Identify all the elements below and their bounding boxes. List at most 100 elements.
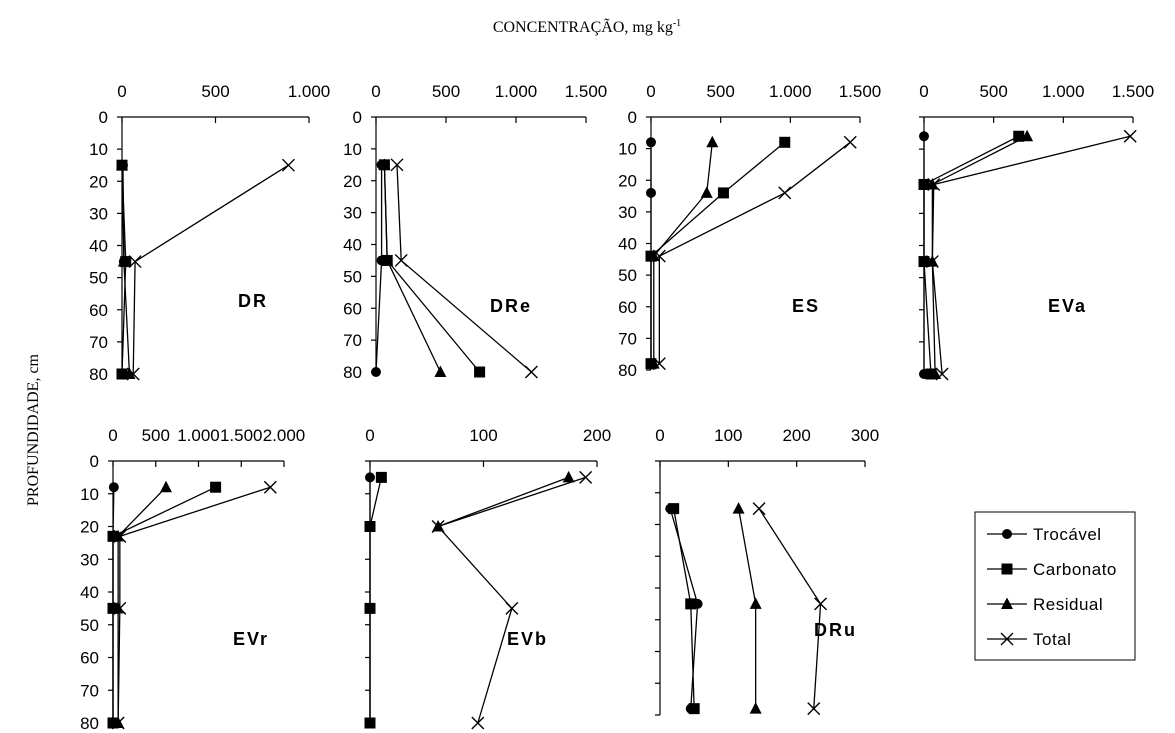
- es-residual-point-1: [700, 186, 713, 198]
- dre-y-tick-label-6: 60: [343, 299, 362, 318]
- dr-y-tick-label-6: 60: [89, 301, 108, 320]
- dru-carbonato-point-2: [688, 703, 700, 715]
- dru-x-tick-label-3: 300: [851, 426, 879, 445]
- eva-residual-point-3: [929, 367, 942, 379]
- panel-evr: 0 500 1.000 1.500 2.000 0 10 20 30 40 50 60 70 80 EVr: [80, 426, 305, 733]
- dr-total-point-1: [128, 255, 142, 269]
- dr-y-tick-label-0: 0: [99, 108, 108, 127]
- dre-y-tick-label-7: 70: [343, 331, 362, 350]
- panel-dr: 0 500 1.000 0 10 20 30 40 50 60 70 80 DR: [89, 82, 330, 384]
- eva-x-tick-label-0: 0: [919, 82, 928, 101]
- evb-total-point-2: [505, 601, 519, 615]
- legend-box: [974, 511, 1136, 661]
- dr-residual-point-2: [123, 367, 136, 379]
- evr-total-point-2: [113, 601, 127, 615]
- es-carbonato-line: [650, 141, 786, 364]
- eva-total-point-3: [935, 367, 949, 381]
- legend-marker-point-2: [1001, 597, 1013, 609]
- dr-y-tick-label-7: 70: [89, 333, 108, 352]
- legend-marker-point-3: [1000, 632, 1014, 646]
- panel-dre: 0 500 1.000 1.500 0 10 20 30 40 50 60 70 80 DRe: [343, 82, 607, 382]
- dre-residual-series: [378, 158, 447, 377]
- dr-y-tick-label-4: 40: [89, 237, 108, 256]
- legend-item-carbonato: Carbonato: [987, 560, 1116, 579]
- panel-es: 0 500 1.000 1.500 0 10 20 30 40 50 60 70 80 ES: [618, 82, 881, 380]
- es-y-tick-label-5: 50: [618, 266, 637, 285]
- dr-residual-point-1: [117, 255, 130, 267]
- eva-total-point-2: [925, 255, 939, 269]
- eva-panel-label: EVa: [1048, 296, 1087, 316]
- dru-residual-point-0: [732, 502, 745, 514]
- es-y-tick-label-1: 10: [618, 140, 637, 159]
- panel-evb: 0 100 200 EVb: [364, 426, 611, 730]
- es-x-tick-label-1: 500: [706, 82, 734, 101]
- eva-carbonato-series: [918, 130, 1025, 380]
- eva-carbonato-point-3: [925, 368, 937, 380]
- evr-y-tick-label-3: 30: [80, 550, 99, 569]
- es-residual-line: [653, 142, 713, 364]
- legend-label-0: Trocável: [1033, 525, 1102, 544]
- dr-residual-series: [116, 158, 136, 379]
- dre-y-tick-label-4: 40: [343, 236, 362, 255]
- dr-y-tick-label-2: 20: [89, 172, 108, 191]
- dr-panel-label: DR: [238, 291, 268, 311]
- es-trocvel-point-0: [646, 137, 656, 148]
- evr-y-tick-label-2: 20: [80, 518, 99, 537]
- dre-x-tick-label-1: 500: [432, 82, 460, 101]
- dr-residual-point-0: [116, 158, 128, 171]
- es-y-tick-label-4: 40: [618, 235, 637, 254]
- dr-x-tick-label-1: 500: [201, 82, 229, 101]
- evr-y-tick-label-8: 80: [80, 714, 99, 733]
- dre-x-tick-label-0: 0: [371, 82, 380, 101]
- dru-residual-point-2: [749, 702, 762, 714]
- dru-total-point-0: [752, 502, 766, 516]
- legend-label-3: Total: [1033, 630, 1071, 649]
- eva-carbonato-point-1: [918, 178, 930, 190]
- evb-carbonato-line: [369, 477, 382, 723]
- dre-trocvel-series: [371, 159, 387, 377]
- evr-carbonato-line: [112, 486, 216, 723]
- evb-carbonato-point-3: [364, 717, 376, 729]
- dr-y-tick-label-1: 10: [89, 140, 108, 159]
- eva-residual-series: [926, 129, 1034, 379]
- legend-item-residual: Residual: [987, 595, 1103, 614]
- dre-y-tick-label-8: 80: [343, 363, 362, 382]
- es-carbonato-series: [645, 136, 791, 370]
- dr-y-tick-label-8: 80: [89, 365, 108, 384]
- dru-total-point-2: [807, 702, 821, 716]
- evr-x-tick-label-0: 0: [108, 426, 117, 445]
- dre-residual-point-0: [378, 158, 391, 170]
- evr-x-tick-label-1: 500: [142, 426, 170, 445]
- dre-total-line: [396, 164, 532, 373]
- es-y-tick-label-0: 0: [628, 108, 637, 127]
- evb-total-point-3: [471, 716, 485, 730]
- dre-y-tick-label-3: 30: [343, 204, 362, 223]
- dru-panel-label: DRu: [814, 620, 857, 640]
- es-x-tick-label-3: 1.500: [839, 82, 882, 101]
- dre-carbonato-series: [378, 159, 486, 378]
- eva-trocvel-point-0: [919, 131, 929, 142]
- es-y-tick-label-2: 20: [618, 171, 637, 190]
- evr-y-tick-label-1: 10: [80, 485, 99, 504]
- dre-total-point-2: [524, 365, 538, 379]
- eva-carbonato-point-2: [918, 256, 930, 268]
- dre-carbonato-point-2: [474, 366, 486, 378]
- evr-panel-label: EVr: [233, 629, 269, 649]
- legend-item-total: Total: [987, 630, 1071, 649]
- dru-carbonato-point-0: [668, 503, 680, 515]
- dru-residual-series: [732, 502, 762, 714]
- evb-residual-line: [437, 476, 569, 528]
- eva-x-tick-label-1: 500: [979, 82, 1007, 101]
- evb-total-point-0: [579, 470, 593, 484]
- evb-panel-label: EVb: [507, 629, 548, 649]
- dre-y-tick-label-2: 20: [343, 172, 362, 191]
- dre-residual-point-2: [434, 365, 447, 377]
- evr-residual-point-0: [160, 480, 173, 493]
- dr-total-point-0: [281, 158, 295, 172]
- es-y-tick-label-3: 30: [618, 203, 637, 222]
- evr-carbonato-point-3: [107, 717, 119, 729]
- evr-total-series: [111, 480, 277, 730]
- es-residual-point-0: [706, 135, 719, 148]
- es-carbonato-point-1: [717, 187, 729, 199]
